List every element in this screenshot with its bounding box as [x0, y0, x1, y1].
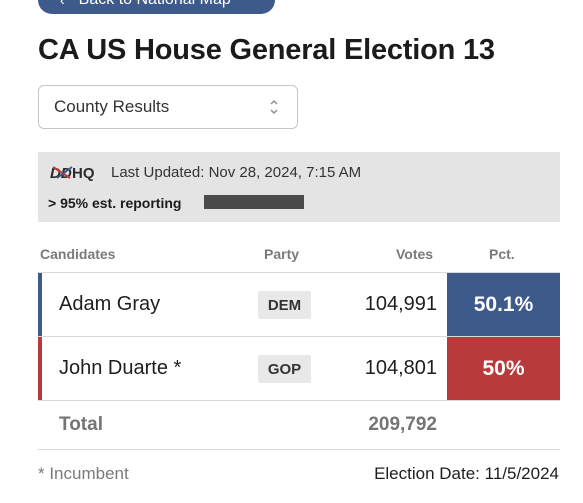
total-label: Total: [59, 414, 103, 435]
candidate-pct: 50.1%: [447, 273, 560, 336]
header-party: Party: [264, 246, 300, 262]
total-row: Total 209,792: [38, 400, 560, 450]
candidate-pct: 50%: [447, 337, 560, 400]
header-pct: Pct.: [489, 246, 515, 262]
chevron-up-down-icon: [270, 100, 278, 114]
party-badge: DEM: [258, 291, 311, 319]
chevron-left-icon: ‹: [60, 0, 65, 8]
last-updated-text: Last Updated: Nov 28, 2024, 7:15 AM: [111, 164, 362, 181]
candidate-votes: 104,801: [364, 357, 437, 379]
candidate-name: John Duarte *: [59, 357, 182, 379]
reporting-progress-bar: [204, 195, 304, 209]
party-stripe: [38, 273, 42, 336]
reporting-progress-fill: [204, 195, 299, 209]
back-to-national-map-button[interactable]: ‹ Back to National Map: [38, 0, 275, 14]
incumbent-footnote: * Incumbent: [38, 464, 129, 483]
results-view-select[interactable]: County Results: [38, 85, 298, 129]
candidate-row: Adam Gray DEM 104,991 50.1%: [38, 272, 560, 336]
candidate-row: John Duarte * GOP 104,801 50%: [38, 336, 560, 400]
ddhq-logo: DD HQ: [50, 165, 95, 182]
back-button-label: Back to National Map: [79, 0, 231, 9]
results-view-value: County Results: [54, 97, 170, 116]
party-badge: GOP: [258, 355, 311, 383]
election-date: Election Date: 11/5/2024: [374, 464, 559, 483]
candidate-votes: 104,991: [364, 293, 437, 315]
reporting-estimate: > 95% est. reporting: [48, 195, 182, 211]
header-candidates: Candidates: [40, 246, 116, 262]
svg-text:HQ: HQ: [72, 165, 95, 182]
reporting-info-bar: DD HQ Last Updated: Nov 28, 2024, 7:15 A…: [38, 152, 560, 222]
page-title: CA US House General Election 13: [38, 34, 495, 66]
header-votes: Votes: [396, 246, 434, 262]
party-stripe: [38, 337, 42, 400]
total-votes: 209,792: [368, 414, 437, 435]
candidate-name: Adam Gray: [59, 293, 161, 315]
